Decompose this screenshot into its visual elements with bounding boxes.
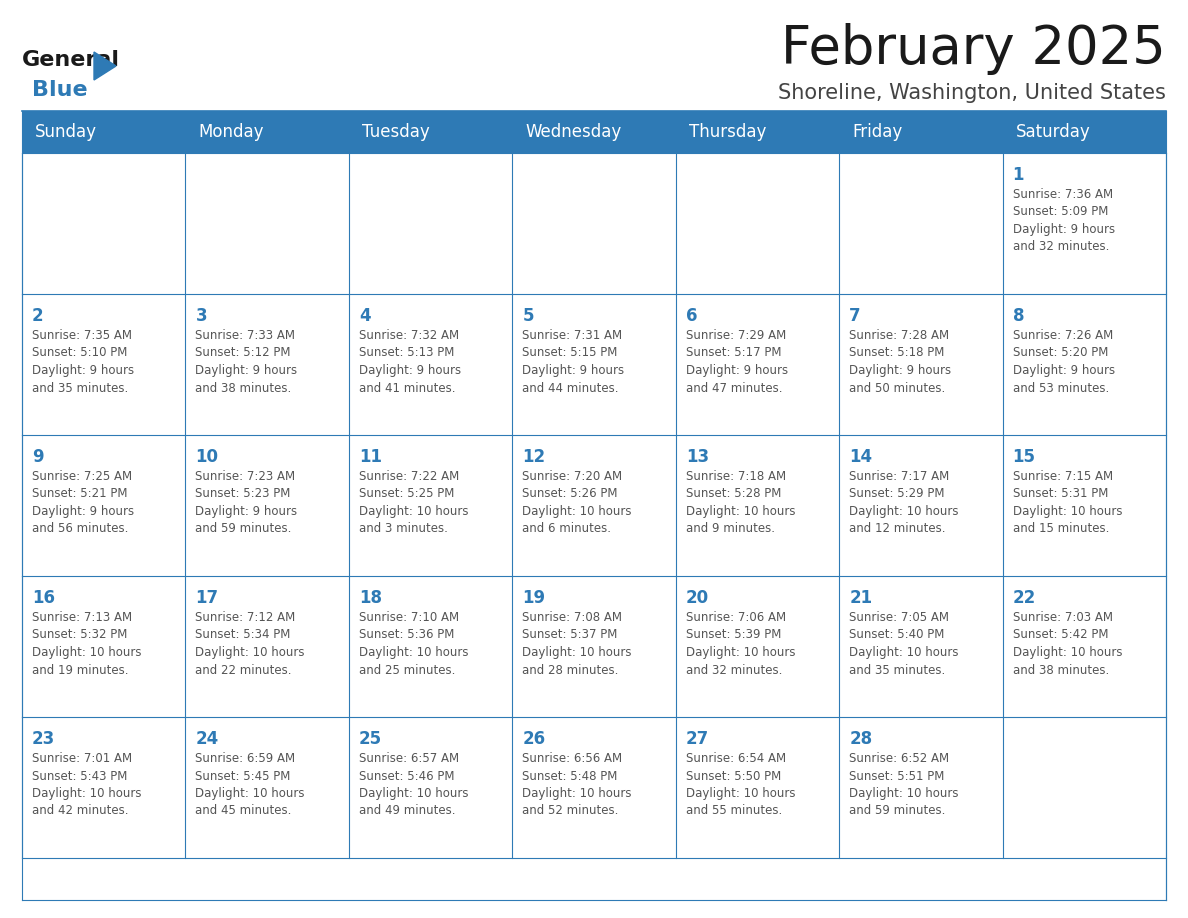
Text: Sunrise: 7:15 AM
Sunset: 5:31 PM
Daylight: 10 hours
and 15 minutes.: Sunrise: 7:15 AM Sunset: 5:31 PM Dayligh…: [1012, 470, 1123, 535]
Text: 26: 26: [523, 730, 545, 748]
Text: Wednesday: Wednesday: [525, 123, 621, 141]
Text: 20: 20: [685, 589, 709, 607]
Text: Sunrise: 7:22 AM
Sunset: 5:25 PM
Daylight: 10 hours
and 3 minutes.: Sunrise: 7:22 AM Sunset: 5:25 PM Dayligh…: [359, 470, 468, 535]
Text: 28: 28: [849, 730, 872, 748]
Text: 14: 14: [849, 448, 872, 466]
Text: 9: 9: [32, 448, 44, 466]
Text: 23: 23: [32, 730, 56, 748]
Text: Sunrise: 7:35 AM
Sunset: 5:10 PM
Daylight: 9 hours
and 35 minutes.: Sunrise: 7:35 AM Sunset: 5:10 PM Dayligh…: [32, 329, 134, 395]
Text: 25: 25: [359, 730, 383, 748]
Text: Saturday: Saturday: [1016, 123, 1091, 141]
Text: Sunrise: 6:56 AM
Sunset: 5:48 PM
Daylight: 10 hours
and 52 minutes.: Sunrise: 6:56 AM Sunset: 5:48 PM Dayligh…: [523, 752, 632, 818]
Text: Sunrise: 7:33 AM
Sunset: 5:12 PM
Daylight: 9 hours
and 38 minutes.: Sunrise: 7:33 AM Sunset: 5:12 PM Dayligh…: [196, 329, 297, 395]
Text: Sunrise: 7:06 AM
Sunset: 5:39 PM
Daylight: 10 hours
and 32 minutes.: Sunrise: 7:06 AM Sunset: 5:39 PM Dayligh…: [685, 611, 795, 677]
Text: Sunrise: 7:26 AM
Sunset: 5:20 PM
Daylight: 9 hours
and 53 minutes.: Sunrise: 7:26 AM Sunset: 5:20 PM Dayligh…: [1012, 329, 1114, 395]
Text: 6: 6: [685, 307, 697, 325]
Text: General: General: [23, 50, 120, 70]
Text: 18: 18: [359, 589, 381, 607]
Text: 16: 16: [32, 589, 55, 607]
Text: February 2025: February 2025: [782, 23, 1165, 75]
Text: Tuesday: Tuesday: [362, 123, 430, 141]
Text: Sunrise: 7:29 AM
Sunset: 5:17 PM
Daylight: 9 hours
and 47 minutes.: Sunrise: 7:29 AM Sunset: 5:17 PM Dayligh…: [685, 329, 788, 395]
Text: Sunrise: 7:12 AM
Sunset: 5:34 PM
Daylight: 10 hours
and 22 minutes.: Sunrise: 7:12 AM Sunset: 5:34 PM Dayligh…: [196, 611, 305, 677]
Text: 27: 27: [685, 730, 709, 748]
Text: Sunrise: 7:28 AM
Sunset: 5:18 PM
Daylight: 9 hours
and 50 minutes.: Sunrise: 7:28 AM Sunset: 5:18 PM Dayligh…: [849, 329, 952, 395]
Text: 17: 17: [196, 589, 219, 607]
Text: 5: 5: [523, 307, 533, 325]
Text: 7: 7: [849, 307, 861, 325]
Text: 1: 1: [1012, 166, 1024, 184]
Text: Sunrise: 7:13 AM
Sunset: 5:32 PM
Daylight: 10 hours
and 19 minutes.: Sunrise: 7:13 AM Sunset: 5:32 PM Dayligh…: [32, 611, 141, 677]
Text: Sunrise: 7:20 AM
Sunset: 5:26 PM
Daylight: 10 hours
and 6 minutes.: Sunrise: 7:20 AM Sunset: 5:26 PM Dayligh…: [523, 470, 632, 535]
Text: Sunrise: 6:54 AM
Sunset: 5:50 PM
Daylight: 10 hours
and 55 minutes.: Sunrise: 6:54 AM Sunset: 5:50 PM Dayligh…: [685, 752, 795, 818]
Text: 3: 3: [196, 307, 207, 325]
Text: Sunrise: 6:52 AM
Sunset: 5:51 PM
Daylight: 10 hours
and 59 minutes.: Sunrise: 6:52 AM Sunset: 5:51 PM Dayligh…: [849, 752, 959, 818]
Text: Sunrise: 7:18 AM
Sunset: 5:28 PM
Daylight: 10 hours
and 9 minutes.: Sunrise: 7:18 AM Sunset: 5:28 PM Dayligh…: [685, 470, 795, 535]
Text: Sunrise: 7:31 AM
Sunset: 5:15 PM
Daylight: 9 hours
and 44 minutes.: Sunrise: 7:31 AM Sunset: 5:15 PM Dayligh…: [523, 329, 625, 395]
Text: Sunrise: 7:36 AM
Sunset: 5:09 PM
Daylight: 9 hours
and 32 minutes.: Sunrise: 7:36 AM Sunset: 5:09 PM Dayligh…: [1012, 188, 1114, 253]
Text: 8: 8: [1012, 307, 1024, 325]
Text: Sunrise: 7:05 AM
Sunset: 5:40 PM
Daylight: 10 hours
and 35 minutes.: Sunrise: 7:05 AM Sunset: 5:40 PM Dayligh…: [849, 611, 959, 677]
Text: 21: 21: [849, 589, 872, 607]
Text: 11: 11: [359, 448, 381, 466]
Text: Thursday: Thursday: [689, 123, 766, 141]
Text: Sunrise: 7:23 AM
Sunset: 5:23 PM
Daylight: 9 hours
and 59 minutes.: Sunrise: 7:23 AM Sunset: 5:23 PM Dayligh…: [196, 470, 297, 535]
Text: Sunday: Sunday: [34, 123, 97, 141]
Text: Blue: Blue: [32, 80, 88, 100]
Text: 2: 2: [32, 307, 44, 325]
Text: Sunrise: 7:08 AM
Sunset: 5:37 PM
Daylight: 10 hours
and 28 minutes.: Sunrise: 7:08 AM Sunset: 5:37 PM Dayligh…: [523, 611, 632, 677]
Text: 13: 13: [685, 448, 709, 466]
Text: 19: 19: [523, 589, 545, 607]
Text: 24: 24: [196, 730, 219, 748]
Text: Sunrise: 6:59 AM
Sunset: 5:45 PM
Daylight: 10 hours
and 45 minutes.: Sunrise: 6:59 AM Sunset: 5:45 PM Dayligh…: [196, 752, 305, 818]
Text: 10: 10: [196, 448, 219, 466]
Text: Shoreline, Washington, United States: Shoreline, Washington, United States: [778, 83, 1165, 103]
Text: 15: 15: [1012, 448, 1036, 466]
Text: 22: 22: [1012, 589, 1036, 607]
Text: Sunrise: 7:10 AM
Sunset: 5:36 PM
Daylight: 10 hours
and 25 minutes.: Sunrise: 7:10 AM Sunset: 5:36 PM Dayligh…: [359, 611, 468, 677]
Text: 4: 4: [359, 307, 371, 325]
Text: Monday: Monday: [198, 123, 264, 141]
Text: Friday: Friday: [852, 123, 903, 141]
Text: Sunrise: 7:01 AM
Sunset: 5:43 PM
Daylight: 10 hours
and 42 minutes.: Sunrise: 7:01 AM Sunset: 5:43 PM Dayligh…: [32, 752, 141, 818]
Text: Sunrise: 7:25 AM
Sunset: 5:21 PM
Daylight: 9 hours
and 56 minutes.: Sunrise: 7:25 AM Sunset: 5:21 PM Dayligh…: [32, 470, 134, 535]
Text: Sunrise: 7:17 AM
Sunset: 5:29 PM
Daylight: 10 hours
and 12 minutes.: Sunrise: 7:17 AM Sunset: 5:29 PM Dayligh…: [849, 470, 959, 535]
Text: Sunrise: 7:32 AM
Sunset: 5:13 PM
Daylight: 9 hours
and 41 minutes.: Sunrise: 7:32 AM Sunset: 5:13 PM Dayligh…: [359, 329, 461, 395]
Text: Sunrise: 7:03 AM
Sunset: 5:42 PM
Daylight: 10 hours
and 38 minutes.: Sunrise: 7:03 AM Sunset: 5:42 PM Dayligh…: [1012, 611, 1123, 677]
Text: 12: 12: [523, 448, 545, 466]
Polygon shape: [94, 52, 116, 80]
Bar: [23, 111, 1165, 153]
Text: Sunrise: 6:57 AM
Sunset: 5:46 PM
Daylight: 10 hours
and 49 minutes.: Sunrise: 6:57 AM Sunset: 5:46 PM Dayligh…: [359, 752, 468, 818]
